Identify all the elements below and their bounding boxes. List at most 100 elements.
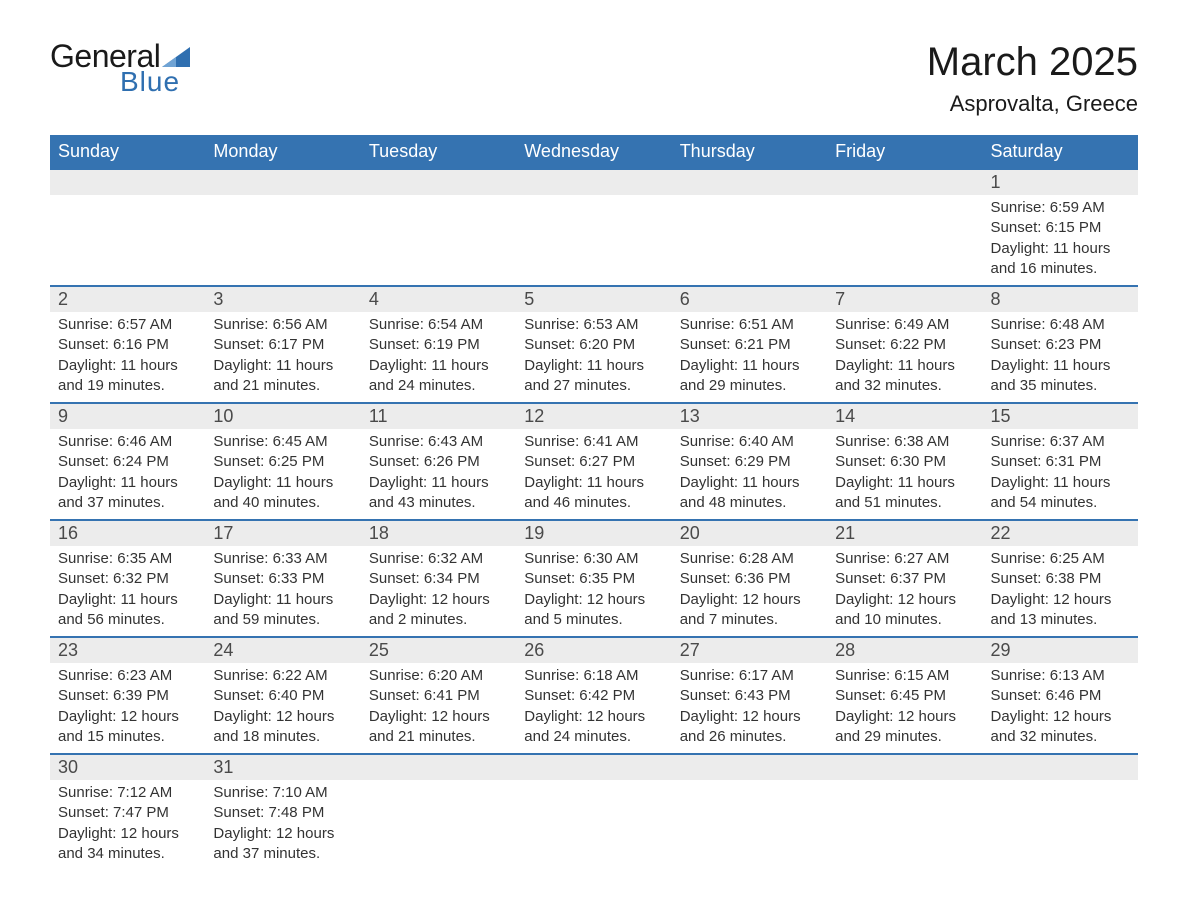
day-number: 7 — [827, 287, 982, 312]
sunrise-line: Sunrise: 6:25 AM — [991, 549, 1130, 569]
day-info: Sunrise: 6:43 AMSunset: 6:26 PMDaylight:… — [361, 429, 516, 519]
day-info: Sunrise: 6:13 AMSunset: 6:46 PMDaylight:… — [983, 663, 1138, 753]
weekday-header: Sunday — [50, 135, 205, 169]
sunset-line: Sunset: 6:25 PM — [213, 452, 352, 472]
sunset-line: Sunset: 6:33 PM — [213, 569, 352, 589]
sunset-line: Sunset: 6:15 PM — [991, 218, 1130, 238]
title-block: March 2025 Asprovalta, Greece — [927, 40, 1138, 117]
sunset-line: Sunset: 7:48 PM — [213, 803, 352, 823]
empty-daynum — [361, 755, 516, 780]
day-number: 26 — [516, 638, 671, 663]
daylight-line: Daylight: 12 hours and 37 minutes. — [213, 824, 352, 865]
daylight-line: Daylight: 12 hours and 21 minutes. — [369, 707, 508, 748]
sunset-line: Sunset: 6:43 PM — [680, 686, 819, 706]
empty-daynum — [672, 755, 827, 780]
day-info: Sunrise: 6:22 AMSunset: 6:40 PMDaylight:… — [205, 663, 360, 753]
sunset-line: Sunset: 6:46 PM — [991, 686, 1130, 706]
info-row: Sunrise: 7:12 AMSunset: 7:47 PMDaylight:… — [50, 780, 1138, 870]
sunset-line: Sunset: 6:30 PM — [835, 452, 974, 472]
daylight-line: Daylight: 11 hours and 59 minutes. — [213, 590, 352, 631]
sunrise-line: Sunrise: 6:49 AM — [835, 315, 974, 335]
day-number: 6 — [672, 287, 827, 312]
sunrise-line: Sunrise: 6:30 AM — [524, 549, 663, 569]
sunset-line: Sunset: 6:19 PM — [369, 335, 508, 355]
day-number: 21 — [827, 521, 982, 546]
sunset-line: Sunset: 6:41 PM — [369, 686, 508, 706]
sunset-line: Sunset: 6:22 PM — [835, 335, 974, 355]
daylight-line: Daylight: 11 hours and 46 minutes. — [524, 473, 663, 514]
sunset-line: Sunset: 6:24 PM — [58, 452, 197, 472]
weekday-header: Tuesday — [361, 135, 516, 169]
empty-info — [672, 780, 827, 789]
day-info: Sunrise: 6:48 AMSunset: 6:23 PMDaylight:… — [983, 312, 1138, 402]
daylight-line: Daylight: 11 hours and 56 minutes. — [58, 590, 197, 631]
day-info: Sunrise: 6:18 AMSunset: 6:42 PMDaylight:… — [516, 663, 671, 753]
empty-daynum — [672, 170, 827, 195]
daynum-row: 1 — [50, 169, 1138, 195]
empty-daynum — [983, 755, 1138, 780]
sunrise-line: Sunrise: 6:18 AM — [524, 666, 663, 686]
day-number: 8 — [983, 287, 1138, 312]
empty-info — [827, 780, 982, 789]
day-number: 11 — [361, 404, 516, 429]
day-number: 20 — [672, 521, 827, 546]
empty-info — [516, 195, 671, 204]
sunrise-line: Sunrise: 6:17 AM — [680, 666, 819, 686]
day-info: Sunrise: 6:41 AMSunset: 6:27 PMDaylight:… — [516, 429, 671, 519]
day-number: 30 — [50, 755, 205, 780]
day-info: Sunrise: 6:38 AMSunset: 6:30 PMDaylight:… — [827, 429, 982, 519]
daynum-row: 3031 — [50, 754, 1138, 780]
sunset-line: Sunset: 7:47 PM — [58, 803, 197, 823]
empty-daynum — [361, 170, 516, 195]
day-number: 31 — [205, 755, 360, 780]
daylight-line: Daylight: 11 hours and 43 minutes. — [369, 473, 508, 514]
sunrise-line: Sunrise: 6:37 AM — [991, 432, 1130, 452]
daylight-line: Daylight: 12 hours and 29 minutes. — [835, 707, 974, 748]
daylight-line: Daylight: 11 hours and 37 minutes. — [58, 473, 197, 514]
location: Asprovalta, Greece — [927, 91, 1138, 117]
weekday-header: Monday — [205, 135, 360, 169]
daylight-line: Daylight: 12 hours and 5 minutes. — [524, 590, 663, 631]
sunrise-line: Sunrise: 6:40 AM — [680, 432, 819, 452]
daylight-line: Daylight: 11 hours and 24 minutes. — [369, 356, 508, 397]
day-info: Sunrise: 6:35 AMSunset: 6:32 PMDaylight:… — [50, 546, 205, 636]
empty-info — [205, 195, 360, 204]
sunset-line: Sunset: 6:37 PM — [835, 569, 974, 589]
daylight-line: Daylight: 11 hours and 51 minutes. — [835, 473, 974, 514]
day-info: Sunrise: 6:37 AMSunset: 6:31 PMDaylight:… — [983, 429, 1138, 519]
info-row: Sunrise: 6:23 AMSunset: 6:39 PMDaylight:… — [50, 663, 1138, 754]
daylight-line: Daylight: 11 hours and 21 minutes. — [213, 356, 352, 397]
empty-daynum — [827, 755, 982, 780]
sunset-line: Sunset: 6:32 PM — [58, 569, 197, 589]
daylight-line: Daylight: 11 hours and 29 minutes. — [680, 356, 819, 397]
sunset-line: Sunset: 6:39 PM — [58, 686, 197, 706]
day-number: 17 — [205, 521, 360, 546]
sunrise-line: Sunrise: 6:20 AM — [369, 666, 508, 686]
day-number: 4 — [361, 287, 516, 312]
empty-daynum — [516, 755, 671, 780]
day-number: 10 — [205, 404, 360, 429]
day-info: Sunrise: 6:15 AMSunset: 6:45 PMDaylight:… — [827, 663, 982, 753]
sunrise-line: Sunrise: 6:32 AM — [369, 549, 508, 569]
day-info: Sunrise: 6:28 AMSunset: 6:36 PMDaylight:… — [672, 546, 827, 636]
weekday-header-row: Sunday Monday Tuesday Wednesday Thursday… — [50, 135, 1138, 169]
day-number: 12 — [516, 404, 671, 429]
day-info: Sunrise: 6:40 AMSunset: 6:29 PMDaylight:… — [672, 429, 827, 519]
day-info: Sunrise: 6:27 AMSunset: 6:37 PMDaylight:… — [827, 546, 982, 636]
sunset-line: Sunset: 6:23 PM — [991, 335, 1130, 355]
month-title: March 2025 — [927, 40, 1138, 85]
day-number: 25 — [361, 638, 516, 663]
sunrise-line: Sunrise: 6:56 AM — [213, 315, 352, 335]
day-number: 14 — [827, 404, 982, 429]
info-row: Sunrise: 6:57 AMSunset: 6:16 PMDaylight:… — [50, 312, 1138, 403]
sunset-line: Sunset: 6:27 PM — [524, 452, 663, 472]
sunrise-line: Sunrise: 6:54 AM — [369, 315, 508, 335]
day-info: Sunrise: 6:54 AMSunset: 6:19 PMDaylight:… — [361, 312, 516, 402]
info-row: Sunrise: 6:46 AMSunset: 6:24 PMDaylight:… — [50, 429, 1138, 520]
sunrise-line: Sunrise: 6:33 AM — [213, 549, 352, 569]
day-info: Sunrise: 6:17 AMSunset: 6:43 PMDaylight:… — [672, 663, 827, 753]
sunrise-line: Sunrise: 6:27 AM — [835, 549, 974, 569]
empty-daynum — [50, 170, 205, 195]
sunrise-line: Sunrise: 6:15 AM — [835, 666, 974, 686]
sunrise-line: Sunrise: 6:48 AM — [991, 315, 1130, 335]
